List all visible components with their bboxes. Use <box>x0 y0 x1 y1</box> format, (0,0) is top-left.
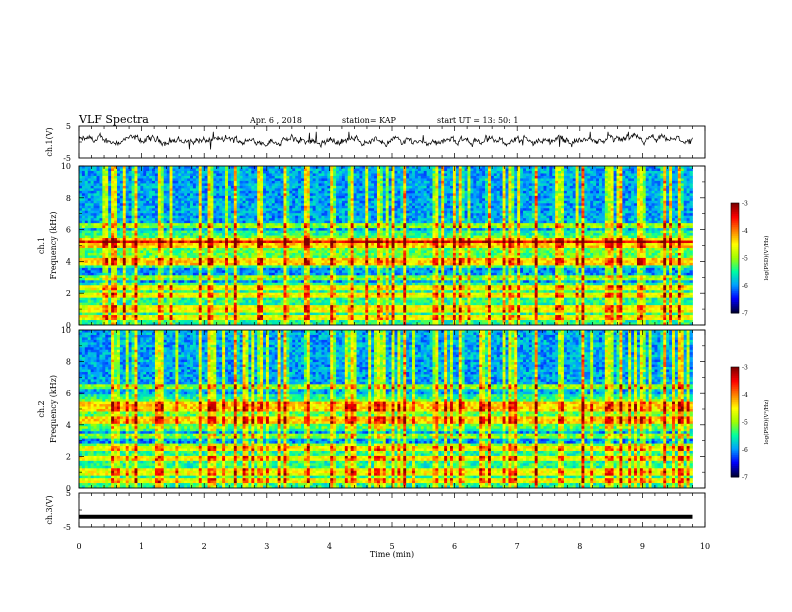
ch1-ytick-label: 10 <box>61 162 71 171</box>
ch1-spectrogram-image <box>79 166 693 325</box>
ch2-colorbar <box>731 367 739 478</box>
x-tick-label: 8 <box>577 542 582 551</box>
ch3-waveform-frame <box>79 493 705 527</box>
ch1-colorbar-label: log(PSD)(V²/Hz) <box>763 236 770 281</box>
ch3-ylabel: ch.3(V) <box>45 495 54 524</box>
x-tick-label: 0 <box>76 542 81 551</box>
x-tick-label: 4 <box>327 542 332 551</box>
x-tick-label: 6 <box>452 542 457 551</box>
x-axis-label: Time (min) <box>370 550 414 559</box>
vlf-figure: VLF Spectra Apr. 6 , 2018 station= KAP s… <box>0 0 792 612</box>
ch1-ylabel: ch.1(V) <box>45 127 54 156</box>
ch1-ytick-label: 2 <box>66 289 71 298</box>
ch2-ytick-label: 4 <box>66 421 71 430</box>
ch2-colorbar-tick: -7 <box>742 475 748 482</box>
ch1-ytick-label: 8 <box>66 194 71 203</box>
ch3-ytick-label: -5 <box>63 523 71 532</box>
ch1-ytick-label: 4 <box>66 257 71 266</box>
ch2-colorbar-tick: -4 <box>742 392 748 399</box>
ch2-ytick-label: 10 <box>61 326 71 335</box>
ch2-ylabel: ch.2 <box>37 400 46 417</box>
ch2-colorbar-tick: -5 <box>742 420 748 427</box>
ch1-colorbar <box>731 203 739 314</box>
ch3-ytick-label: 5 <box>66 489 71 498</box>
ch2-ytick-label: 6 <box>66 389 71 398</box>
x-tick-label: 10 <box>700 542 710 551</box>
plot-area: 5-5ch.1(V)0246810ch.1 Frequency (kHz)-3-4… <box>0 0 792 612</box>
ch1-colorbar-tick: -4 <box>742 228 748 235</box>
ch2-colorbar-tick: -6 <box>742 447 748 454</box>
ch2-ytick-label: 8 <box>66 358 71 367</box>
ch1-colorbar-tick: -6 <box>742 283 748 290</box>
ch2-spectrogram-image <box>79 330 693 488</box>
ch1-colorbar-tick: -7 <box>742 311 748 318</box>
ch2-colorbar-label: log(PSD)(V²/Hz) <box>763 400 770 445</box>
ch1-waveform-line <box>79 132 693 150</box>
ch2-ytick-label: 2 <box>66 452 71 461</box>
ch1-ytick-label: 5 <box>66 122 71 131</box>
x-tick-label: 1 <box>139 542 144 551</box>
ch2-ylabel: Frequency (kHz) <box>49 375 58 443</box>
ch1-colorbar-tick: -5 <box>742 256 748 263</box>
ch2-colorbar-tick: -3 <box>742 365 748 372</box>
ch1-colorbar-tick: -3 <box>742 201 748 208</box>
ch1-ylabel: Frequency (kHz) <box>49 211 58 279</box>
x-tick-label: 7 <box>515 542 520 551</box>
x-tick-label: 2 <box>202 542 207 551</box>
x-tick-label: 9 <box>640 542 645 551</box>
ch1-ytick-label: 6 <box>66 226 71 235</box>
ch1-ylabel: ch.1 <box>37 237 46 254</box>
x-tick-label: 3 <box>264 542 269 551</box>
